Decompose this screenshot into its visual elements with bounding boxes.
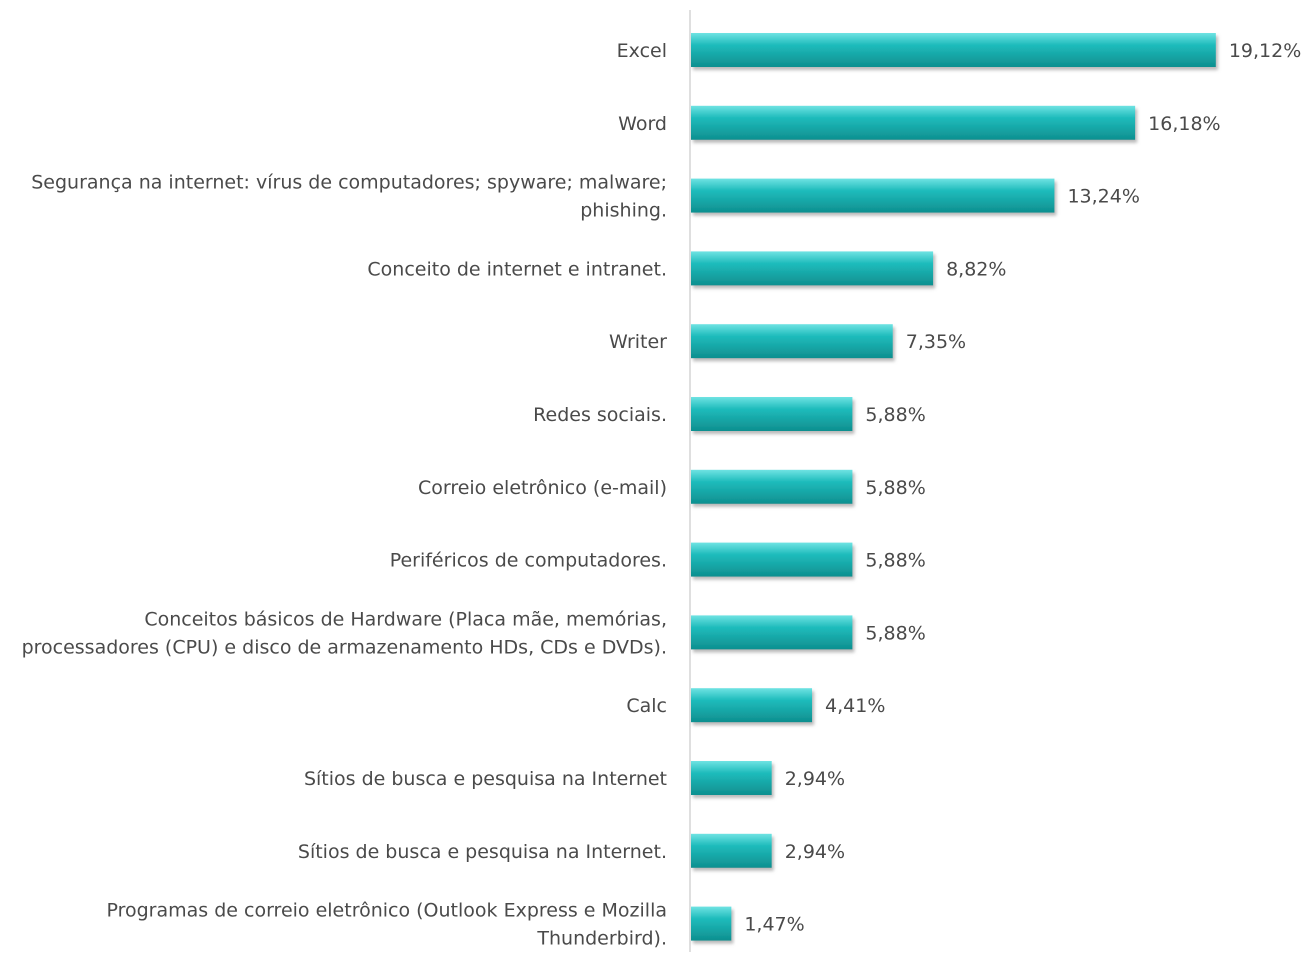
category-label: Conceito de internet e intranet. <box>367 258 667 280</box>
category-labels-group: Excel Word Segurança na internet: vírus de… <box>22 40 668 950</box>
category-label-line: Sítios de busca e pesquisa na Internet. <box>298 841 667 863</box>
value-label: 16,18% <box>1148 113 1220 135</box>
category-label: Writer <box>609 331 667 353</box>
category-label-line: processadores (CPU) e disco de armazenam… <box>22 636 667 658</box>
value-label: 8,82% <box>946 258 1006 280</box>
category-label-line: Programas de correio eletrônico (Outlook… <box>106 900 667 922</box>
category-label-line: Segurança na internet: vírus de computad… <box>31 172 667 194</box>
bars-group <box>691 33 1216 941</box>
bar <box>691 906 732 941</box>
value-label: 2,94% <box>785 841 845 863</box>
category-label: Sítios de busca e pesquisa na Internet <box>304 768 667 790</box>
category-label: Calc <box>626 695 667 717</box>
bar <box>691 833 772 868</box>
bar <box>691 33 1216 67</box>
bar <box>691 324 893 359</box>
value-label: 2,94% <box>785 768 845 790</box>
category-label: Segurança na internet: vírus de computad… <box>31 172 667 222</box>
bar <box>691 397 853 431</box>
bar <box>691 761 772 795</box>
category-label-line: Excel <box>617 40 667 62</box>
value-label: 5,88% <box>865 404 925 426</box>
value-label: 5,88% <box>865 477 925 499</box>
category-label-line: Correio eletrônico (e-mail) <box>418 477 667 499</box>
category-label: Sítios de busca e pesquisa na Internet. <box>298 841 667 863</box>
category-label: Conceitos básicos de Hardware (Placa mãe… <box>22 608 667 658</box>
category-label-line: phishing. <box>580 200 667 222</box>
category-label: Periféricos de computadores. <box>390 550 667 572</box>
category-label: Correio eletrônico (e-mail) <box>418 477 667 499</box>
category-label-line: Periféricos de computadores. <box>390 550 667 572</box>
value-labels-group: 19,12% 16,18% 13,24% 8,82% 7,35% 5,88% 5,88% 5,… <box>744 40 1301 936</box>
bar <box>691 688 813 723</box>
category-label-line: Calc <box>626 695 667 717</box>
bar <box>691 105 1136 140</box>
value-label: 4,41% <box>825 695 885 717</box>
category-label-line: Writer <box>609 331 667 353</box>
category-label-line: Conceitos básicos de Hardware (Placa mãe… <box>144 608 667 630</box>
bar <box>691 251 934 286</box>
bar <box>691 542 853 577</box>
category-label-line: Redes sociais. <box>533 404 667 426</box>
category-label-line: Conceito de internet e intranet. <box>367 258 667 280</box>
category-label: Redes sociais. <box>533 404 667 426</box>
category-label: Word <box>618 113 667 135</box>
category-label: Excel <box>617 40 667 62</box>
value-label: 5,88% <box>865 622 925 644</box>
value-label: 7,35% <box>906 331 966 353</box>
value-label: 19,12% <box>1229 40 1301 62</box>
category-label-line: Word <box>618 113 667 135</box>
value-label: 5,88% <box>865 550 925 572</box>
bar <box>691 615 853 650</box>
value-label: 1,47% <box>744 914 804 936</box>
bar <box>691 178 1055 213</box>
value-label: 13,24% <box>1067 186 1139 208</box>
bar <box>691 469 853 504</box>
category-label-line: Sítios de busca e pesquisa na Internet <box>304 768 667 790</box>
category-label: Programas de correio eletrônico (Outlook… <box>106 900 667 950</box>
category-label-line: Thunderbird). <box>536 928 667 950</box>
